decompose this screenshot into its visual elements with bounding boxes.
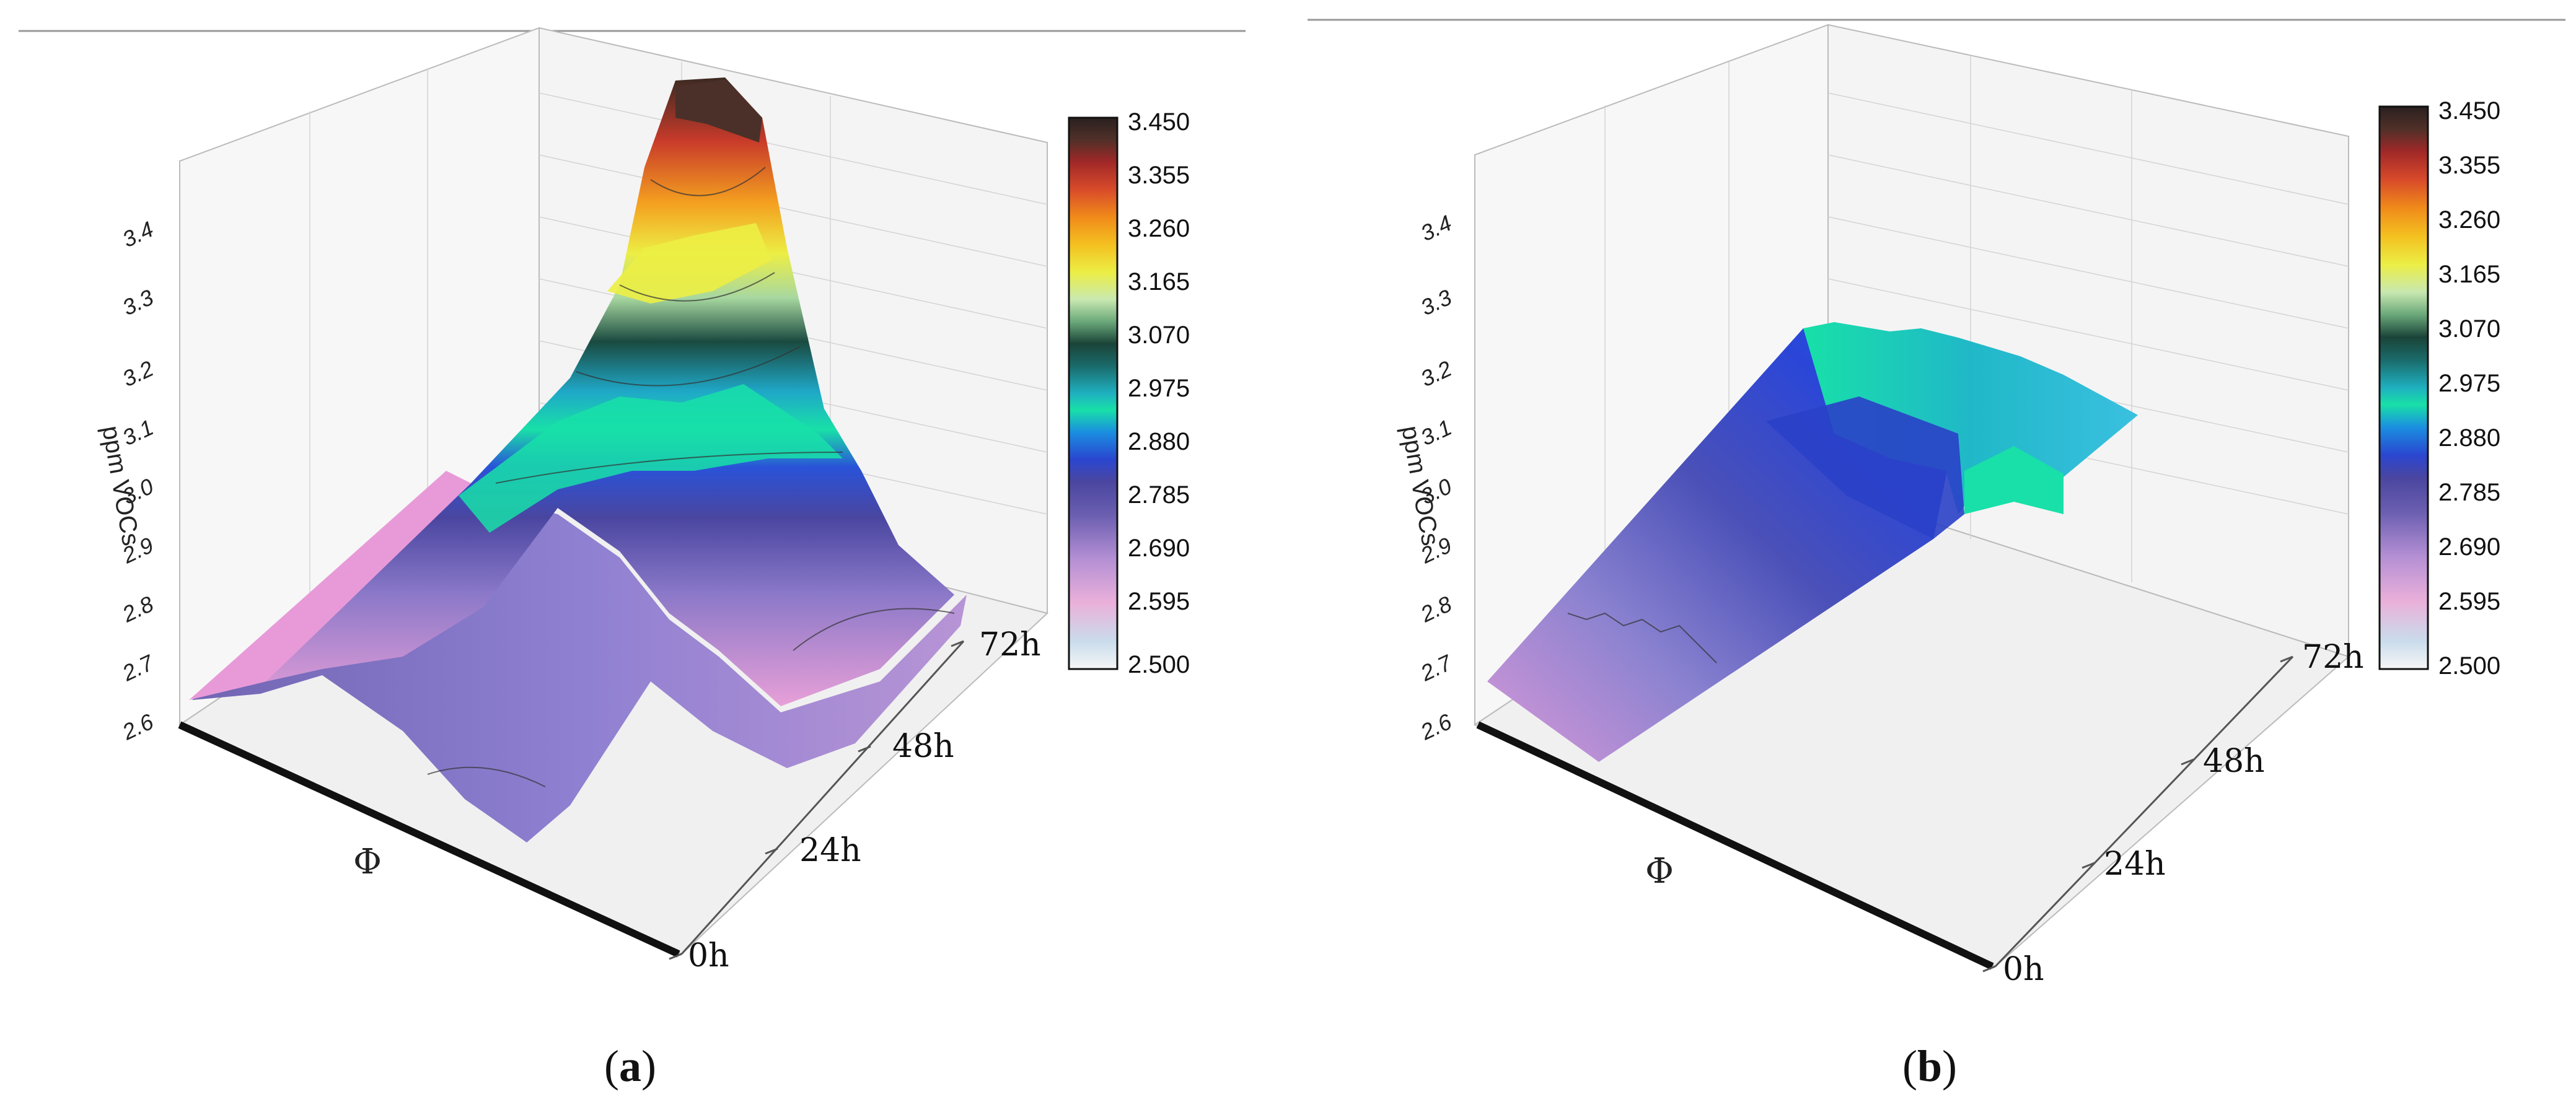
- svg-text:2.8: 2.8: [118, 591, 157, 628]
- panel-b-z-tick-0h: 0h: [2003, 951, 2044, 988]
- svg-text:3.2: 3.2: [1417, 356, 1456, 392]
- svg-text:2.8: 2.8: [1416, 591, 1456, 628]
- panel-b-surface-ridge: [1766, 396, 1964, 539]
- svg-text:2.6: 2.6: [118, 709, 157, 745]
- svg-text:2.785: 2.785: [2438, 479, 2500, 506]
- panel-a-colorbar-ticks: 3.450 3.355 3.260 3.165 3.070 2.975 2.88…: [1128, 108, 1190, 678]
- svg-text:2.7: 2.7: [118, 649, 158, 686]
- panel-b-caption: (b): [1902, 1041, 1958, 1091]
- panel-a-z-tick-24h: 24h: [799, 832, 861, 869]
- svg-text:3.355: 3.355: [2438, 152, 2500, 179]
- svg-text:2.880: 2.880: [2438, 424, 2500, 452]
- svg-text:2.785: 2.785: [1128, 481, 1190, 509]
- svg-text:3.2: 3.2: [118, 356, 157, 392]
- panel-b-contour: [1567, 612, 1717, 663]
- panel-a-surface-peak: [266, 77, 954, 706]
- svg-text:3.260: 3.260: [2438, 206, 2500, 234]
- panel-a-z-tick-72h: 72h: [979, 626, 1041, 663]
- svg-text:3.450: 3.450: [2438, 97, 2500, 125]
- svg-text:3.165: 3.165: [2438, 261, 2500, 288]
- svg-text:2.690: 2.690: [2438, 533, 2500, 561]
- panel-a-colorbar: [1068, 116, 1119, 670]
- panel-a-green-band: [459, 384, 843, 533]
- panel-b-surface-plateau: [1803, 322, 2138, 514]
- panel-a-x-label: Φ: [353, 842, 382, 882]
- svg-text:3.4: 3.4: [118, 216, 157, 252]
- svg-text:3.260: 3.260: [1128, 215, 1190, 242]
- panel-b-z-tick-48h: 48h: [2203, 743, 2265, 780]
- svg-text:2.6: 2.6: [1416, 709, 1456, 745]
- svg-text:2.7: 2.7: [1416, 649, 1456, 686]
- panel-a-z-tick-48h: 48h: [892, 728, 954, 765]
- svg-text:3.3: 3.3: [1417, 284, 1456, 320]
- panel-a-yellow-band: [607, 223, 771, 304]
- panel-b-colorbar-ticks: 3.450 3.355 3.260 3.165 3.070 2.975 2.88…: [2438, 97, 2500, 680]
- panel-b: 0h 24h 48h 72h 2.6 2.7 2.8 2.9 3.0 3.1 3…: [1308, 19, 2565, 988]
- panel-b-z-tick-72h: 72h: [2302, 639, 2364, 676]
- svg-text:3.070: 3.070: [2438, 315, 2500, 343]
- svg-text:2.690: 2.690: [1128, 535, 1190, 562]
- panel-a-z-tick-0h: 0h: [688, 937, 729, 974]
- panel-b-x-axis: [1476, 721, 1994, 970]
- panel-b-z-axis: [1994, 655, 2294, 968]
- panel-a-caption: (a): [604, 1041, 656, 1091]
- svg-text:2.500: 2.500: [1128, 651, 1190, 678]
- panel-b-surface-green-step: [1964, 446, 2064, 514]
- panel-b-x-label: Φ: [1645, 851, 1674, 891]
- panel-a-x-axis: [178, 721, 680, 958]
- panel-a-surface-pink-edge: [189, 471, 471, 700]
- svg-text:2.975: 2.975: [1128, 375, 1190, 402]
- svg-text:3.3: 3.3: [118, 284, 157, 320]
- svg-text:2.595: 2.595: [2438, 588, 2500, 615]
- panel-a-dark-cap: [675, 79, 762, 142]
- svg-text:2.500: 2.500: [2438, 652, 2500, 680]
- panel-b-caption-letter: b: [1917, 1041, 1943, 1091]
- svg-text:2.595: 2.595: [1128, 588, 1190, 615]
- svg-text:3.355: 3.355: [1128, 162, 1190, 189]
- svg-text:3.165: 3.165: [1128, 268, 1190, 295]
- panel-a: 0h 24h 48h 72h 2.6 2.7 2.8 2.9 3.0 3.1 3…: [19, 27, 1246, 974]
- panel-a-z-axis: [680, 640, 965, 955]
- svg-text:2.880: 2.880: [1128, 428, 1190, 455]
- svg-text:3.450: 3.450: [1128, 108, 1190, 136]
- panel-b-colorbar: [2378, 105, 2429, 670]
- panel-a-contours: [427, 167, 955, 787]
- panel-b-z-tick-24h: 24h: [2104, 846, 2166, 883]
- svg-text:3.070: 3.070: [1128, 322, 1190, 349]
- panel-a-caption-letter: a: [618, 1041, 641, 1091]
- svg-text:2.975: 2.975: [2438, 370, 2500, 397]
- svg-text:3.4: 3.4: [1417, 210, 1456, 246]
